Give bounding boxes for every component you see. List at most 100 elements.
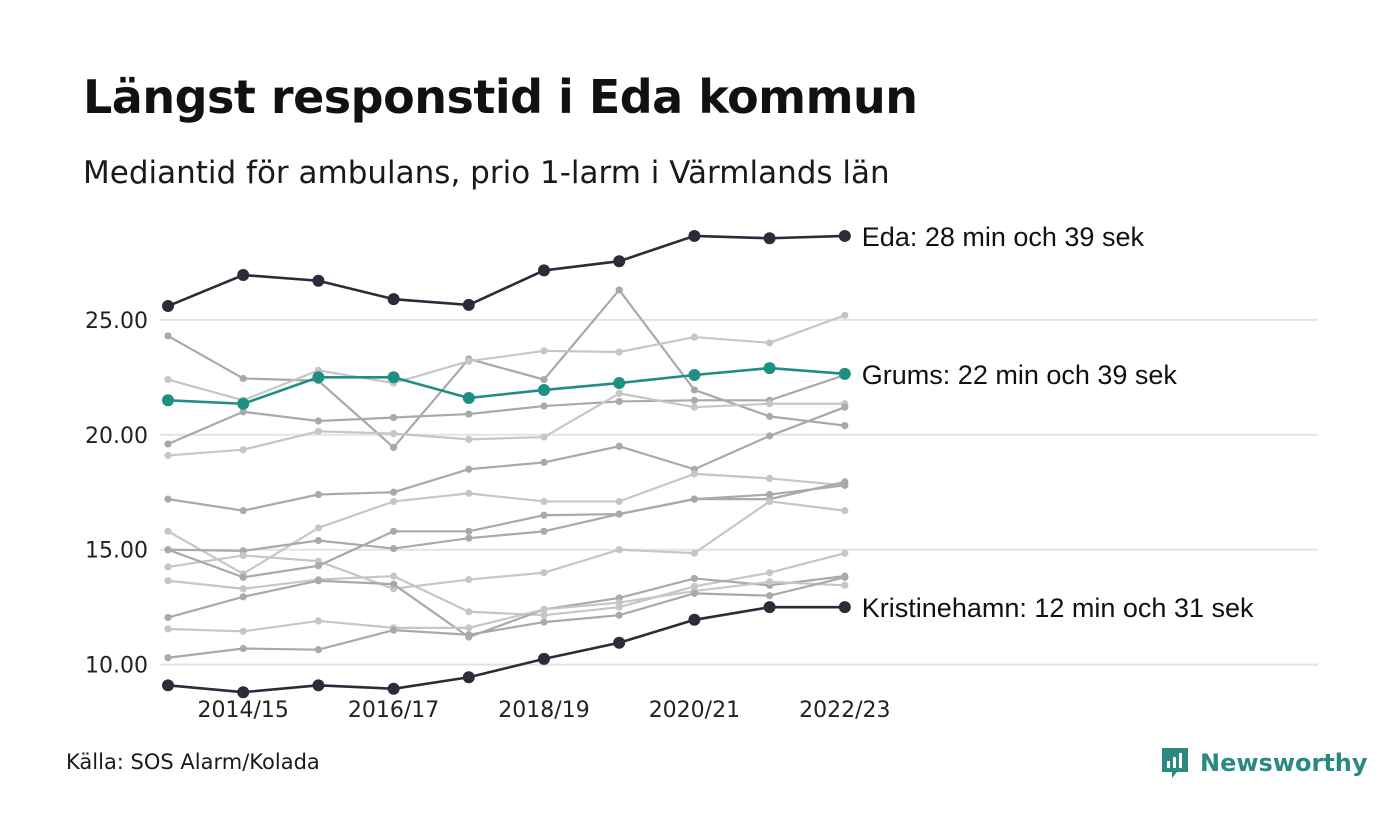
context-series-point [615,348,623,356]
context-series-point [615,389,623,397]
series-point-eda [838,229,851,242]
context-series [164,286,849,662]
context-series-point [314,617,322,625]
y-tick-label: 10.00 [85,654,148,679]
context-series-point [239,593,247,601]
context-series-point [239,408,247,416]
brand-logo[interactable]: Newsworthy [1160,746,1368,780]
context-series-point [314,427,322,435]
context-series-point [540,605,548,614]
series-point-grums [538,383,550,396]
context-series-point [766,412,774,420]
context-series-point [390,626,398,634]
context-series-point [465,527,473,535]
series-line-grums [167,366,845,406]
series-point-eda [312,274,325,287]
context-series-point [766,578,774,586]
context-series-point [164,495,172,503]
context-series-point [690,386,699,394]
brand-name: Newsworthy [1200,749,1368,777]
context-series-point [314,417,322,425]
context-series-point [766,432,774,440]
series-point-eda [613,255,626,268]
series-point-grums [237,397,250,410]
series-point-eda [237,269,250,282]
context-series-point [164,625,172,633]
context-series-point [841,403,849,411]
context-series-line [167,314,846,402]
context-series-point [615,510,623,518]
context-series-point [239,446,247,454]
context-series-point [164,563,172,571]
context-series-point [465,631,473,639]
context-series-point [540,458,548,466]
context-series-point [465,608,473,616]
series-point-grums [162,394,174,407]
context-series-point [465,624,473,632]
context-series-line [167,580,845,633]
context-series-point [390,430,398,438]
series-point-eda [387,293,400,306]
context-series-point [690,396,699,404]
x-tick-label: 2022/23 [799,698,890,723]
context-series-point [766,569,774,577]
y-tick-label: 25.00 [85,309,148,334]
context-series-point [615,497,623,506]
context-series-point [615,611,623,619]
context-series-point [540,569,548,577]
series-point-eda [688,229,701,242]
series-point-kristinehamn [613,636,626,649]
context-series-point [314,490,322,499]
series-line-kristinehamn [167,605,845,694]
axis-labels: 10.00 15.00 20.00 25.00 2014/15 2016/17 2018/1… [85,309,890,723]
context-series-point [841,507,849,515]
series-point-kristinehamn [312,679,325,692]
series-point-eda [162,300,174,313]
context-series-line [167,373,846,445]
series-labels: Eda: 28 min och 39 sek Grums: 22 min och … [862,222,1254,623]
context-series-point [164,546,172,554]
series-label-grums: Grums: 22 min och 39 sek [862,360,1178,390]
x-tick-label: 2020/21 [649,698,740,723]
context-series-point [314,536,322,545]
series-point-eda [763,232,776,245]
context-series-point [314,646,322,654]
context-series-point [465,435,473,443]
context-series-point [766,490,774,499]
series-point-grums [613,377,626,390]
context-series-point [690,403,699,411]
context-series-line [167,392,845,457]
context-series-line [167,288,845,449]
context-series-point [540,402,548,410]
context-series-point [465,465,473,473]
grid-lines [160,318,1318,666]
context-series-line [167,480,846,552]
context-series-line [167,472,845,576]
series-point-kristinehamn [538,652,550,665]
context-series-line [167,575,845,639]
context-series-line [167,576,846,659]
series-point-grums [462,391,475,404]
series-point-kristinehamn [763,601,776,614]
context-series-point [390,413,398,422]
chart-subtitle: Mediantid för ambulans, prio 1-larm i Vä… [83,155,890,191]
context-series-point [841,311,849,319]
context-series-point [465,489,473,497]
context-series-point [766,400,774,408]
context-series-point [239,627,247,635]
series-point-kristinehamn [387,682,400,695]
context-series-point [540,527,548,535]
series-point-eda [538,264,550,277]
chart-title: Längst responstid i Eda kommun [83,70,918,124]
context-series-point [465,575,473,584]
series-label-eda: Eda: 28 min och 39 sek [862,222,1145,252]
context-series-point [164,451,172,460]
y-tick-label: 15.00 [85,539,148,564]
series-point-grums [688,369,701,382]
context-series-point [690,495,699,503]
context-series-point [390,527,398,535]
context-series-point [841,549,849,557]
context-series-point [690,470,699,478]
context-series-point [314,562,322,570]
context-series-point [314,524,322,532]
